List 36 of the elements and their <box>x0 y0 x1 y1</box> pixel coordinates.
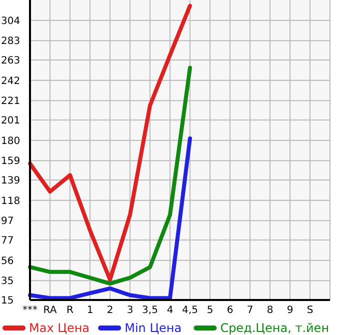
y-tick-label: 15 <box>1 296 14 306</box>
y-tick-label: 180 <box>1 136 20 147</box>
y-tick-label: 118 <box>1 196 20 207</box>
line-series <box>28 4 192 282</box>
y-tick-label: 283 <box>1 36 20 48</box>
y-tick-label: 35 <box>1 276 14 288</box>
y-tick-label: 77 <box>1 236 14 246</box>
x-tick-label: S <box>306 305 314 316</box>
x-tick-label: 7 <box>246 305 254 316</box>
x-tick-label: 3,5 <box>142 305 158 316</box>
x-tick-label: 8 <box>266 305 274 316</box>
y-tick-label: 221 <box>1 96 20 108</box>
x-tick-label: RA <box>43 305 57 316</box>
y-tick-label: 139 <box>1 176 20 186</box>
x-tick-label: R <box>66 305 74 316</box>
legend-label: Min Цена <box>124 321 182 335</box>
x-tick-label: 5 <box>206 305 214 316</box>
line-series <box>28 136 192 300</box>
x-tick-label: 9 <box>286 305 294 316</box>
legend-label: Сред.Цена, т.йен <box>220 321 330 335</box>
x-tick-label: 2 <box>106 305 114 316</box>
y-tick-label: 263 <box>1 56 20 66</box>
y-tick-label: 56 <box>1 256 14 267</box>
y-tick-label: 159 <box>1 156 20 168</box>
x-tick-label: 3 <box>126 305 134 316</box>
x-tick-label: 6 <box>226 305 234 316</box>
x-tick-label: 4,5 <box>182 305 198 316</box>
y-tick-label: 201 <box>1 116 20 126</box>
x-tick-label: 1 <box>86 305 94 316</box>
y-tick-label: 97 <box>1 216 14 228</box>
legend-label: Max Цена <box>29 321 90 335</box>
x-tick-label: 4 <box>166 305 174 316</box>
y-tick-label: 304 <box>1 16 20 27</box>
x-tick-label: *** <box>22 305 38 316</box>
y-tick-label: 242 <box>1 76 20 87</box>
line-series <box>28 66 192 286</box>
